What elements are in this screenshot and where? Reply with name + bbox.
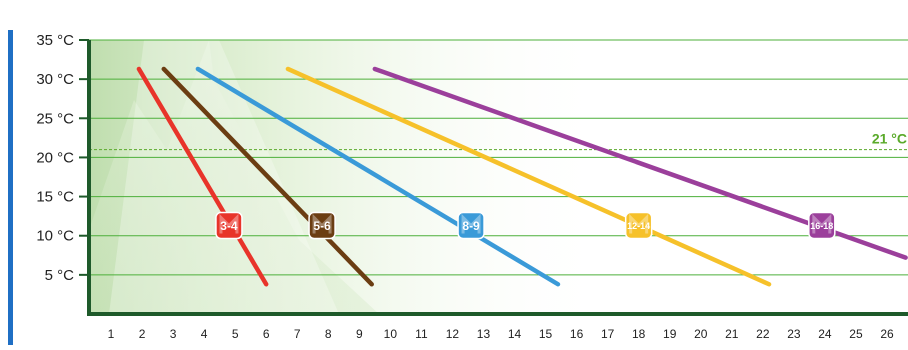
x-tick-label: 19	[663, 327, 677, 341]
background-shading	[8, 30, 609, 345]
badge-label: 16-18	[810, 221, 833, 231]
x-tick-label: 25	[849, 327, 863, 341]
y-tick-label: 30 °C	[36, 71, 74, 88]
series-badge-5-6: 5-6	[308, 211, 336, 240]
x-tick-label: 13	[477, 327, 491, 341]
series-badges: 3-4 5-6 8-9 12-14 16-18	[215, 211, 836, 240]
series-badge-16-18: 16-18	[808, 211, 836, 240]
x-tick-label: 23	[787, 327, 801, 341]
badge-label: 12-14	[627, 221, 650, 231]
x-tick-label: 14	[508, 327, 522, 341]
background-light-band	[109, 40, 339, 314]
series-badge-12-14: 12-14	[624, 211, 653, 240]
series-line-3-4	[136, 66, 269, 287]
badge-emblem	[312, 213, 332, 234]
series-line-5-6	[161, 66, 374, 287]
x-tick-label: 11	[415, 327, 428, 341]
x-tick-label: 26	[880, 327, 894, 341]
x-tick-label: 12	[446, 327, 460, 341]
badge-background	[308, 211, 336, 240]
x-tick-label: 15	[539, 327, 553, 341]
reference-line-label: 21 °C	[872, 131, 907, 147]
x-tick-label: 9	[356, 327, 363, 341]
left-accent-bar	[8, 30, 13, 345]
y-tick-label: 5 °C	[45, 267, 75, 284]
x-tick-label: 1	[108, 327, 115, 341]
badge-label: 3-4	[220, 219, 238, 233]
y-tick-label: 35 °C	[36, 32, 74, 49]
badge-background	[808, 211, 836, 240]
y-tick-labels: 5 °C 10 °C 15 °C 20 °C 25 °C 30 °C 35 °C	[36, 32, 74, 284]
y-tick-label: 15 °C	[36, 189, 74, 206]
badge-background	[624, 211, 653, 240]
x-tick-labels: 1 2 3 4 5 6 7 8 9 10 11 12 13 14 15 16 17 18 19 20 21 22 23 24 2…	[108, 327, 894, 341]
badge-label: 5-6	[313, 219, 331, 233]
reference-line-group: 21 °C	[89, 131, 908, 151]
x-tick-label: 2	[139, 327, 146, 341]
x-tick-label: 7	[294, 327, 301, 341]
badge-emblem	[812, 213, 832, 234]
x-tick-label: 17	[601, 327, 615, 341]
x-tick-label: 4	[201, 327, 208, 341]
x-tick-label: 6	[263, 327, 270, 341]
y-tick-label: 25 °C	[36, 110, 74, 127]
y-tick-label: 10 °C	[36, 228, 74, 245]
series-line-12-14	[285, 66, 772, 287]
badge-background	[457, 211, 485, 240]
x-tick-label: 5	[232, 327, 239, 341]
series-badge-8-9: 8-9	[457, 211, 485, 240]
badge-emblem	[629, 213, 649, 234]
x-tick-label: 22	[756, 327, 770, 341]
badge-background	[215, 211, 243, 240]
series-line-8-9	[195, 66, 561, 287]
background-peaks	[89, 40, 379, 314]
series-badge-3-4: 3-4	[215, 211, 243, 240]
x-tick-label: 10	[384, 327, 398, 341]
x-tick-label: 18	[632, 327, 646, 341]
x-tick-label: 3	[170, 327, 177, 341]
y-tick-label: 20 °C	[36, 149, 74, 166]
badge-emblem	[461, 213, 481, 234]
badge-emblem	[219, 213, 239, 234]
x-tick-label: 24	[818, 327, 832, 341]
x-tick-label: 8	[325, 327, 332, 341]
x-tick-label: 20	[694, 327, 708, 341]
x-tick-label: 16	[570, 327, 584, 341]
badge-label: 8-9	[462, 219, 480, 233]
x-tick-label: 21	[725, 327, 739, 341]
axes	[79, 39, 908, 316]
